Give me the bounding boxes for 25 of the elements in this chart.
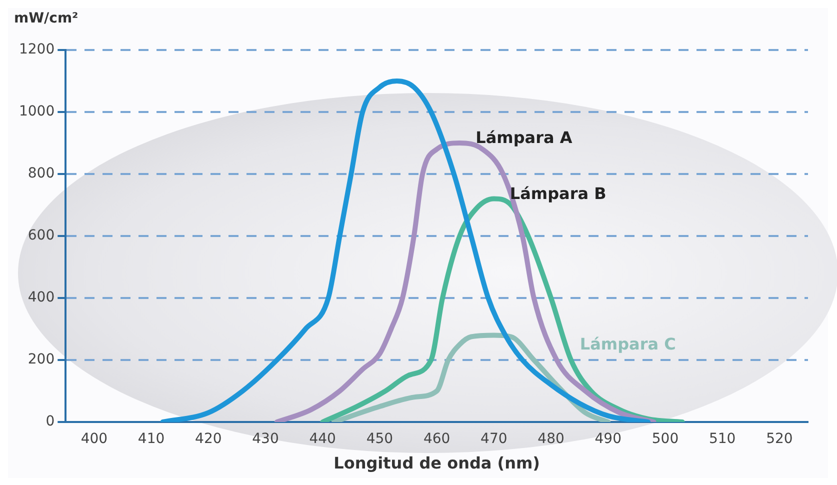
x-tick-label: 520 — [766, 431, 793, 448]
x-tick-label: 510 — [708, 431, 736, 448]
series-label: Lámpara A — [476, 128, 573, 148]
y-tick-label: 1000 — [18, 104, 55, 120]
y-tick-label: 0 — [46, 414, 55, 430]
x-tick-label: 450 — [366, 431, 394, 448]
x-tick-label: 480 — [538, 431, 564, 448]
x-axis-title: Longitud de onda (nm) — [334, 454, 540, 473]
x-tick-label: 440 — [309, 431, 336, 448]
y-tick-label: 200 — [28, 352, 55, 368]
text: Lámpara C — [580, 334, 676, 354]
y-tick-label: 800 — [28, 166, 55, 182]
y-axis-title: mW/cm² — [14, 10, 78, 27]
x-tick-label: 420 — [195, 431, 222, 448]
x-tick-label: 460 — [423, 431, 450, 448]
x-tick-label: 400 — [80, 431, 108, 448]
y-tick-label: 1200 — [18, 42, 55, 58]
x-tick-label: 500 — [652, 431, 679, 448]
x-tick-label: 430 — [252, 431, 279, 448]
x-tick-label: 410 — [138, 431, 165, 448]
y-tick-label: 400 — [28, 290, 55, 306]
x-tick-label: 470 — [480, 431, 508, 448]
series-label: Lámpara B — [510, 184, 606, 203]
x-tick-label: 490 — [594, 431, 622, 448]
y-tick-label: 600 — [28, 228, 55, 244]
